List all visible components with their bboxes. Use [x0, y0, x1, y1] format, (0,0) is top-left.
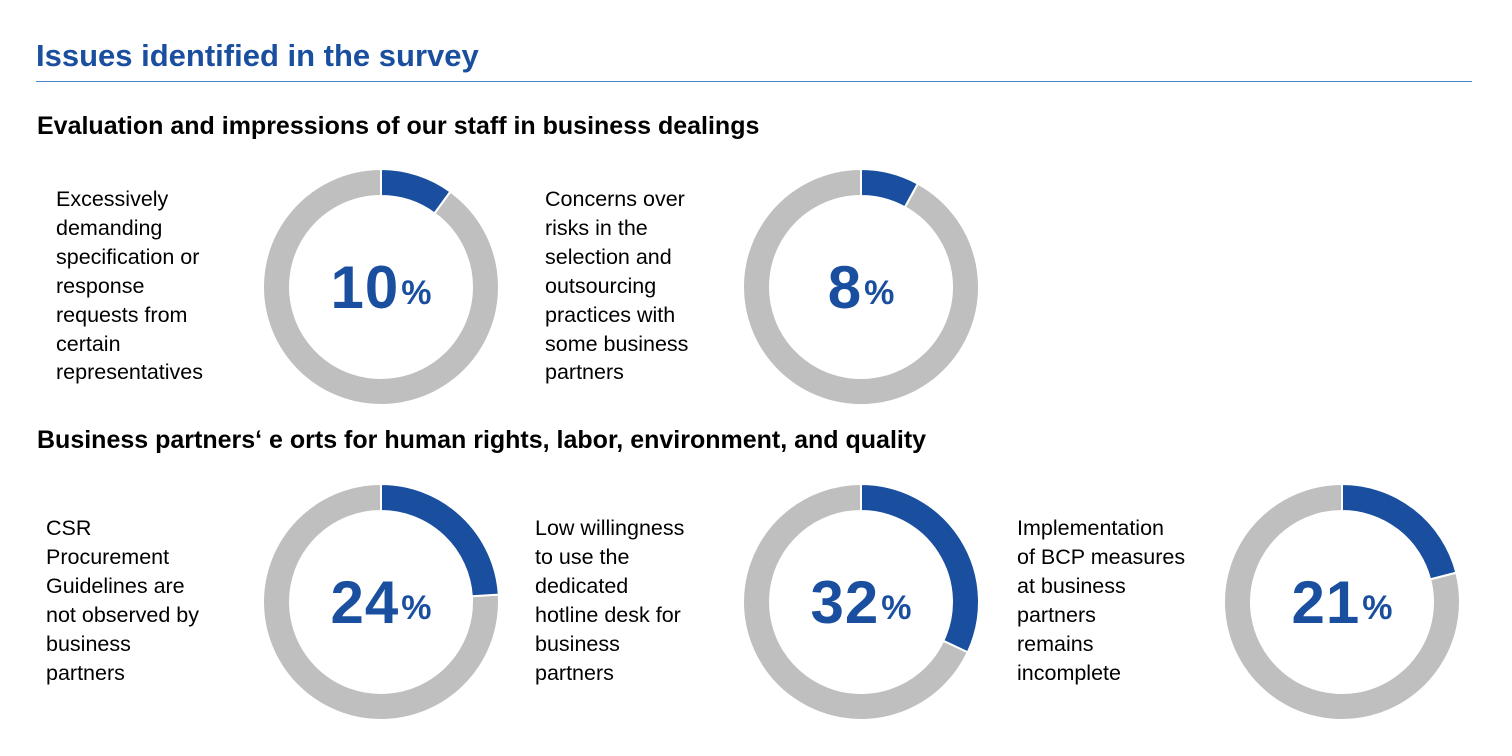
donut-chart-bcp-measures: 21% [1222, 482, 1462, 722]
section-heading-partner-efforts: Business partners‘ e orts for human righ… [37, 426, 927, 454]
item-label-outsourcing-risks: Concerns over risks in the selection and… [545, 187, 689, 385]
item-label-demanding-requests: Excessively demanding specification or r… [56, 187, 203, 385]
donut-value-label: 8% [741, 167, 981, 407]
donut-svg [742, 167, 980, 406]
donut-value-slice [380, 482, 500, 598]
donut-remainder-slice [1223, 482, 1461, 721]
donut-value-slice [860, 482, 980, 654]
donut-svg [742, 482, 980, 721]
donut-chart-outsourcing-risks: 8% [741, 167, 981, 407]
donut-value-unit: % [401, 588, 432, 627]
donut-value-unit: % [401, 273, 432, 312]
item-label-csr-guidelines: CSR Procurement Guidelines are not obser… [46, 516, 199, 685]
donut-value-slice [860, 167, 920, 209]
donut-value-number: 32 [810, 568, 880, 636]
donut-svg [1223, 482, 1461, 721]
item-label-bcp-measures: Implementation of BCP measures at busine… [1017, 516, 1186, 685]
donut-value-number: 24 [330, 568, 400, 636]
donut-remainder-slice [742, 167, 980, 406]
donut-value-unit: % [1362, 588, 1393, 627]
donut-remainder-slice [742, 482, 970, 721]
title-divider [36, 81, 1472, 82]
donut-value-number: 21 [1291, 568, 1361, 636]
donut-value-number: 8 [827, 253, 863, 321]
donut-remainder-slice [262, 167, 500, 406]
page-title: Issues identified in the survey [36, 38, 479, 73]
item-label-hotline-usage: Low willingness to use the dedicated hot… [535, 516, 685, 685]
donut-value-label: 21% [1222, 482, 1462, 722]
donut-value-number: 10 [330, 253, 400, 321]
donut-remainder-slice [262, 482, 500, 721]
donut-svg [262, 482, 500, 721]
section-heading-staff-evaluation: Evaluation and impressions of our staff … [37, 112, 760, 140]
donut-value-unit: % [864, 273, 895, 312]
donut-value-label: 24% [261, 482, 501, 722]
donut-chart-csr-guidelines: 24% [261, 482, 501, 722]
donut-chart-demanding-requests: 10% [261, 167, 501, 407]
donut-value-label: 10% [261, 167, 501, 407]
donut-chart-hotline-usage: 32% [741, 482, 981, 722]
donut-value-label: 32% [741, 482, 981, 722]
donut-svg [262, 167, 500, 406]
donut-value-slice [380, 167, 452, 215]
donut-value-slice [1341, 482, 1458, 581]
donut-value-unit: % [881, 588, 912, 627]
